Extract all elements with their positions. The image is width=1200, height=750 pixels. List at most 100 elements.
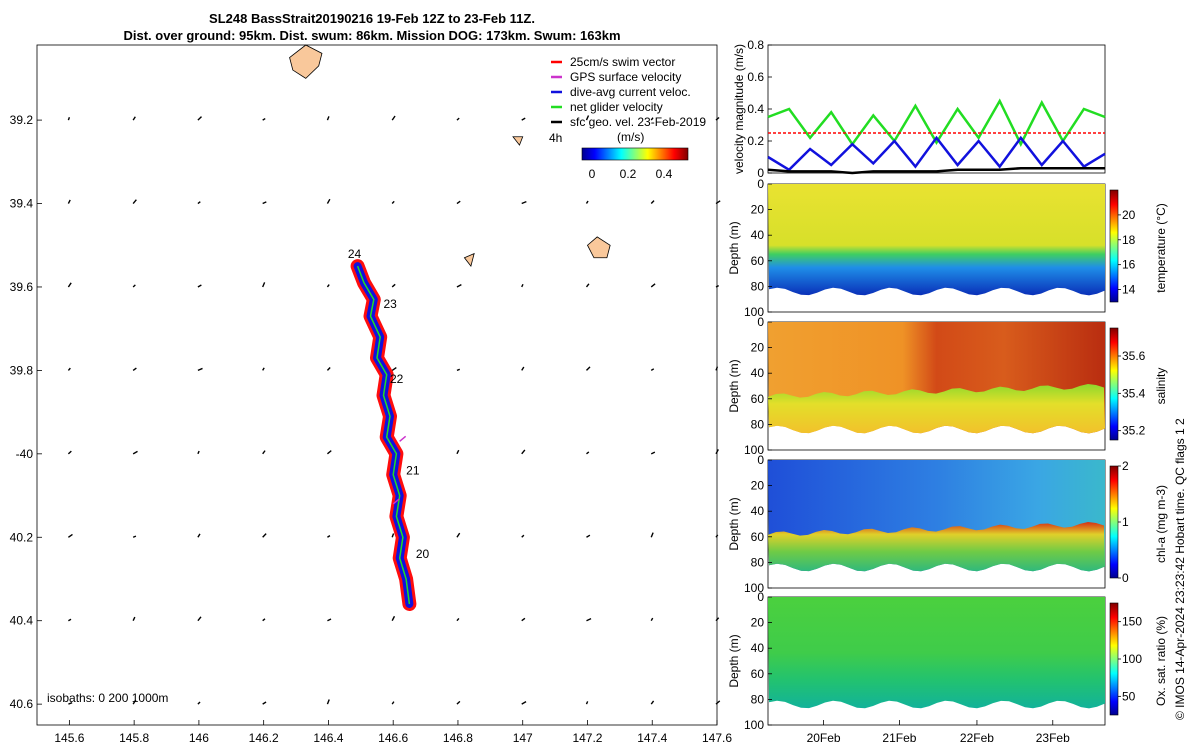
map-y-tick-label: 39.2 xyxy=(10,113,34,127)
velocity-ylabel: velocity magnitude (m/s) xyxy=(732,44,746,174)
island-small xyxy=(512,136,524,146)
section-colorbar-label: Ox. sat. ratio (%) xyxy=(1154,616,1168,706)
speed-colorbar-ticks: 0 0.2 0.4 xyxy=(589,167,673,181)
map-x-ticks: 145.6 145.8 146 146.2 146.4 146.6 146.8 147 147.… xyxy=(54,720,732,745)
section-ylabel: Depth (m) xyxy=(727,634,741,687)
sfc-vector-arrow xyxy=(521,701,527,705)
isobaths-label: isobaths: 0 200 1000m xyxy=(47,691,168,705)
sfc-vector-arrow xyxy=(521,617,526,622)
legend-label: sfc geo. vel. 23-Feb-2019 xyxy=(570,115,706,129)
colorbar-tick-label: 14 xyxy=(1122,283,1136,297)
sfc-vector-arrow xyxy=(326,366,331,371)
sfc-vector-arrow xyxy=(326,116,330,121)
section-y-tick-label: 60 xyxy=(751,254,765,268)
sfc-vector-arrow xyxy=(132,116,136,121)
colorbar-tick-label: 35.6 xyxy=(1122,349,1146,363)
colorbar-tick-label: 0 xyxy=(589,167,596,181)
sfc-vector-arrow xyxy=(650,117,654,121)
sfc-vector-arrow xyxy=(132,616,136,622)
section-y-tick-label: 80 xyxy=(751,555,765,569)
map-x-tick-label: 145.6 xyxy=(54,731,84,745)
sfc-vector-arrow xyxy=(456,283,462,288)
section-lower-layer xyxy=(768,384,1105,434)
sfc-vector-arrow xyxy=(456,117,460,121)
sfc-vector-arrow xyxy=(326,284,330,288)
sfc-vector-arrow xyxy=(262,282,266,288)
colorbar-tick-label: 2 xyxy=(1122,459,1129,473)
section-y-tick-label: 20 xyxy=(751,479,765,493)
sfc-vector-arrow xyxy=(197,201,201,205)
day-label: 20 xyxy=(416,547,430,561)
section-y-tick-label: 20 xyxy=(751,616,765,630)
sfc-vector-arrow xyxy=(197,450,200,455)
sfc-vector-arrow xyxy=(456,449,460,455)
day-label: 22 xyxy=(390,372,404,386)
sfc-vector-arrow xyxy=(262,367,265,371)
section-y-tick-label: 60 xyxy=(751,667,765,681)
glider-track xyxy=(350,259,417,611)
day-label: 24 xyxy=(348,247,362,261)
sfc-vector-arrow xyxy=(521,117,526,121)
sfc-vector-arrow xyxy=(327,535,331,538)
section-y-tick-label: 0 xyxy=(757,453,764,467)
island-tiny xyxy=(463,252,475,267)
section-y-tick-label: 0 xyxy=(757,590,764,604)
section-lower-layer xyxy=(768,522,1105,572)
sfc-vector-arrow xyxy=(521,201,527,205)
chlorophyll-section: 0 20 40 60 80 100 Depth (m) 0 1 2 chl-a (mg m-3) xyxy=(727,453,1168,595)
map-y-tick-label: 39.8 xyxy=(10,363,34,377)
map-x-tick-label: 146.2 xyxy=(249,731,279,745)
section-y-tick-label: 100 xyxy=(744,305,764,319)
sfc-vector-arrow xyxy=(521,534,525,538)
sfc-vector-arrow xyxy=(326,699,330,705)
sfc-vector-arrow xyxy=(586,451,590,455)
sfc-vector-arrow xyxy=(132,450,138,455)
legend-label: 25cm/s swim vector xyxy=(570,55,675,69)
sfc-vector-arrow xyxy=(585,701,589,705)
map-islands xyxy=(289,44,611,267)
map-x-tick-label: 146.4 xyxy=(313,731,343,745)
sfc-vector-arrow xyxy=(715,200,721,205)
sfc-vector-arrow xyxy=(521,283,524,288)
sfc-vector-arrow xyxy=(67,533,73,538)
sfc-vector-arrow xyxy=(650,617,654,622)
section-colorbar-label: salinity xyxy=(1154,368,1168,405)
colorbar-tick-label: 0.2 xyxy=(620,167,637,181)
section-y-tick-label: 80 xyxy=(751,417,765,431)
sfc-vector-arrow xyxy=(391,115,396,121)
sfc-vector-arrow xyxy=(585,115,590,121)
section-y-tick-label: 40 xyxy=(751,366,765,380)
sfc-vector-arrow xyxy=(132,535,137,538)
sfc-vector-arrow xyxy=(262,117,266,121)
colorbar-tick-label: 0.4 xyxy=(656,167,673,181)
map-x-tick-label: 147 xyxy=(513,731,533,745)
sfc-vector-arrow xyxy=(715,285,720,288)
sfc-vector-arrow xyxy=(262,701,267,705)
map-y-tick-label: 40.6 xyxy=(10,697,34,711)
sfc-vector-arrow xyxy=(456,368,461,372)
map-x-tick-label: 147.6 xyxy=(702,731,732,745)
colorbar-tick-label: 35.2 xyxy=(1122,424,1146,438)
sfc-vector-arrow xyxy=(650,700,655,705)
sfc-vector-arrow xyxy=(132,367,137,371)
sfc-vector-arrow xyxy=(586,618,592,622)
map-x-tick-label: 147.4 xyxy=(637,731,667,745)
map-x-tick-label: 146 xyxy=(189,731,209,745)
sfc-vector-arrow xyxy=(67,199,71,204)
salinity-section: 0 20 40 60 80 100 Depth (m) 35.2 35.4 35.6 salinit… xyxy=(727,315,1168,457)
colorbar-tick-label: 18 xyxy=(1122,233,1136,247)
geostrophic-vector-field xyxy=(67,115,721,705)
section-y-tick-label: 40 xyxy=(751,504,765,518)
section-colorbar-label: temperature (°C) xyxy=(1154,203,1168,293)
velocity-series-line xyxy=(767,98,1106,148)
map-x-tick-label: 146.6 xyxy=(378,731,408,745)
section-y-tick-label: 20 xyxy=(751,341,765,355)
colorbar-tick-label: 1 xyxy=(1122,515,1129,529)
section-y-tick-label: 40 xyxy=(751,641,765,655)
sfc-vector-arrow xyxy=(715,116,720,121)
colorbar-tick-label: 0 xyxy=(1122,571,1129,585)
velocity-y-tick-label: 0.2 xyxy=(747,134,764,148)
colorbar-title: (m/s) xyxy=(617,130,644,144)
legend-4h-label: 4h xyxy=(549,131,562,145)
